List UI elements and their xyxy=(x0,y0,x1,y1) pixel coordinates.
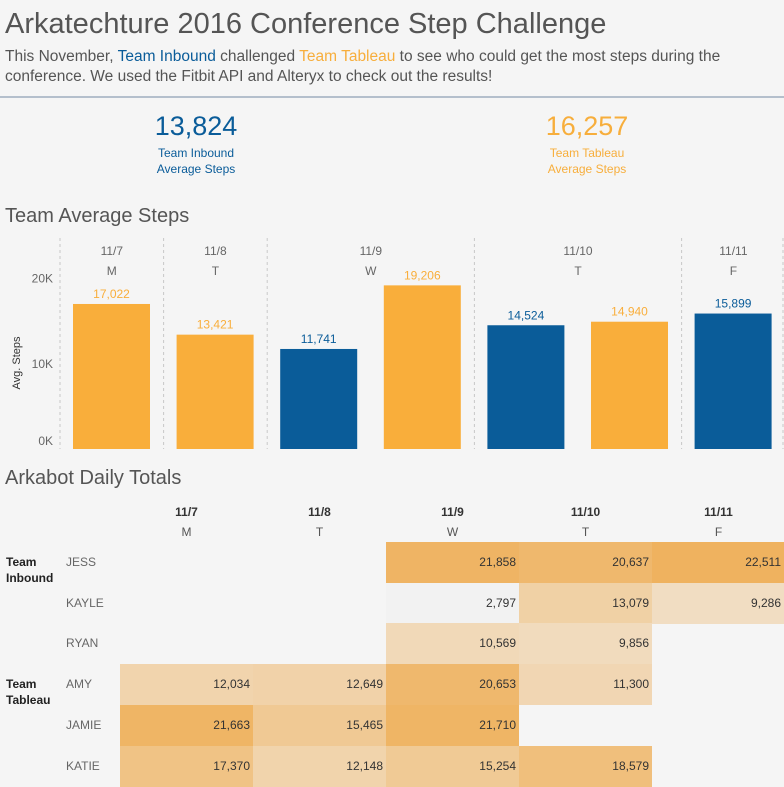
bar-value-label: 19,206 xyxy=(404,268,441,282)
bar-value-label: 14,524 xyxy=(508,308,545,322)
group-day-label: M xyxy=(107,264,117,278)
table-cell: 13,079 xyxy=(519,582,652,624)
kpi-label: Average Steps xyxy=(156,162,236,176)
column-date-header: 11/10 xyxy=(570,505,601,519)
team-label: Team Tableau xyxy=(6,676,50,708)
table-cell: 15,465 xyxy=(253,704,386,746)
table-cell: 10,569 xyxy=(386,623,519,665)
table-cell: 2,797 xyxy=(386,582,519,624)
table-cell: 18,579 xyxy=(519,745,652,787)
team-inbound-highlight: Team Inbound xyxy=(117,48,216,65)
team-label-line: Team xyxy=(6,677,37,692)
bar-inbound-11/11 xyxy=(694,313,772,449)
page-title: Arkatechture 2016 Conference Step Challe… xyxy=(5,8,607,40)
member-name: KATIE xyxy=(66,758,100,773)
group-day-label: T xyxy=(212,264,220,278)
bar-inbound-11/9 xyxy=(280,348,358,449)
team-label-line: Tableau xyxy=(6,693,51,708)
daily-totals-table: 11/7 M 11/8 T 11/9 W 11/10 T 11/11 F Team Inbound JE… xyxy=(0,498,784,787)
bar-value-label: 17,022 xyxy=(93,287,130,301)
team-label: Team Inbound xyxy=(6,554,53,586)
member-name: JESS xyxy=(66,555,97,569)
table-cell: 12,034 xyxy=(120,664,253,706)
team-average-steps-chart: 11/7 M 11/8 T 11/9 W 11/10 T 11/11 F Avg. Steps 0K 1… xyxy=(11,238,784,449)
team-label-line: Inbound xyxy=(6,571,54,585)
column-day-header: T xyxy=(581,525,590,539)
kpi-team-inbound: 13,824 Team Inbound Average Steps xyxy=(96,110,296,177)
column-date-header: 11/11 xyxy=(704,505,733,519)
kpi-label: Team Tableau xyxy=(549,146,625,160)
member-name: AMY xyxy=(66,677,93,692)
subtitle-suffix: to see who could get the most steps duri… xyxy=(5,48,721,85)
table-cell: 22,511 xyxy=(652,542,784,584)
team-tableau-highlight: Team Tableau xyxy=(299,48,396,65)
member-name: KAYLE xyxy=(66,595,104,610)
y-tick-label: 0K xyxy=(38,434,53,448)
table-cell: 9,856 xyxy=(519,623,652,665)
bar-value-label: 11,741 xyxy=(301,332,337,346)
column-date-header: 11/9 xyxy=(441,505,464,519)
y-axis-label: Avg. Steps xyxy=(11,336,23,389)
bar-value-label: 15,899 xyxy=(715,297,752,311)
kpi-value: 13,824 xyxy=(154,111,238,141)
kpi-team-tableau: 16,257 Team Tableau Average Steps xyxy=(487,110,687,177)
column-day-header: F xyxy=(714,525,723,539)
column-date-header: 11/7 xyxy=(175,505,198,519)
table-cell: 12,148 xyxy=(253,745,386,787)
column-date-header: 11/8 xyxy=(308,505,331,519)
kpi-label: Team Inbound xyxy=(157,146,235,160)
bar-inbound-11/10 xyxy=(487,325,565,449)
group-date-label: 11/8 xyxy=(204,244,227,258)
table-cell: 21,710 xyxy=(386,704,519,746)
table-cell: 20,653 xyxy=(386,664,519,706)
group-date-label: 11/11 xyxy=(719,244,748,258)
column-day-header: T xyxy=(315,525,324,539)
table-cell: 21,858 xyxy=(386,542,519,584)
bar-value-label: 14,940 xyxy=(611,305,648,319)
bar-chart-title: Team Average Steps xyxy=(5,205,190,227)
daily-totals-title: Arkabot Daily Totals xyxy=(5,467,182,489)
group-day-label: T xyxy=(574,264,582,278)
subtitle-mid: challenged xyxy=(215,48,300,65)
group-date-label: 11/7 xyxy=(101,244,124,258)
table-cell: 15,254 xyxy=(386,745,519,787)
table-cell: 20,637 xyxy=(519,542,652,584)
table-cell: 12,649 xyxy=(253,664,386,706)
bar-tableau-11/9 xyxy=(383,285,461,449)
header-divider xyxy=(0,96,784,98)
kpi-value: 16,257 xyxy=(545,111,629,141)
page-subtitle: This November, Team Inbound challenged T… xyxy=(5,47,775,87)
group-day-label: F xyxy=(730,264,737,278)
y-tick-label: 10K xyxy=(32,357,53,371)
table-cell: 11,300 xyxy=(519,664,652,706)
group-date-label: 11/10 xyxy=(563,244,592,258)
y-tick-label: 20K xyxy=(32,272,53,286)
team-label-line: Team xyxy=(6,555,37,569)
column-day-header: W xyxy=(446,525,459,539)
bar-tableau-11/7 xyxy=(73,303,150,449)
bar-tableau-11/10 xyxy=(591,321,668,449)
table-cell: 9,286 xyxy=(652,582,784,624)
table-cell: 21,663 xyxy=(120,704,253,746)
column-day-header: M xyxy=(181,525,192,539)
subtitle-prefix: This November, xyxy=(5,48,118,65)
member-name: JAMIE xyxy=(66,717,102,732)
group-date-label: 11/9 xyxy=(360,244,383,258)
bar-tableau-11/8 xyxy=(176,334,254,449)
kpi-label: Average Steps xyxy=(547,162,627,176)
bar-value-label: 13,421 xyxy=(197,318,234,332)
member-name: RYAN xyxy=(66,636,99,651)
table-cell: 17,370 xyxy=(120,745,253,787)
group-day-label: W xyxy=(365,264,377,278)
